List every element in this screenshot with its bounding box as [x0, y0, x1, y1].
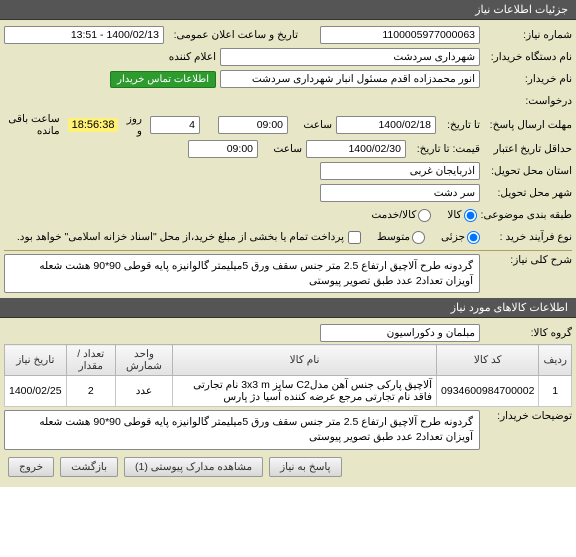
lbl-until-date-1: تا تاریخ: — [440, 119, 480, 131]
chk-treasury-input[interactable] — [348, 231, 361, 244]
row-category: طبقه بندی موضوعی: کالا کالا/خدمت — [4, 204, 572, 226]
table-header-row: ردیف کد کالا نام کالا واحد شمارش تعداد /… — [5, 345, 572, 376]
lbl-buyer-desc: توضیحات خریدار: — [484, 410, 572, 422]
inp-validity-time[interactable] — [188, 140, 258, 158]
table-row: 1 0934600984700002 آلاچیق پارکی جنس آهن … — [5, 376, 572, 407]
inp-validity-date[interactable] — [306, 140, 406, 158]
radio-medium-label: متوسط — [377, 231, 410, 243]
td-goods-code: 0934600984700002 — [437, 376, 539, 407]
inp-province[interactable] — [320, 162, 480, 180]
lbl-need-number: شماره نیاز: — [484, 29, 572, 41]
inp-buyer-org[interactable] — [220, 48, 480, 66]
row-general-desc: شرح کلی نیاز: گردونه طرح آلاچیق ارتفاع 2… — [4, 253, 572, 294]
inp-city[interactable] — [320, 184, 480, 202]
td-unit: عدد — [115, 376, 172, 407]
row-request: درخواست: — [4, 90, 572, 112]
row-process-type: نوع فرآیند خرید : جزئی متوسط پرداخت تمام… — [4, 226, 572, 248]
checkbox-treasury[interactable]: پرداخت تمام یا بخشی از مبلغ خرید،از محل … — [17, 231, 361, 244]
th-goods-code: کد کالا — [437, 345, 539, 376]
th-row-no: ردیف — [539, 345, 572, 376]
row-buyer-name: نام خریدار: اطلاعات تماس خریدار — [4, 68, 572, 90]
box-buyer-desc: گردونه طرح آلاچیق ارتفاع 2.5 متر جنس سقف… — [4, 410, 480, 449]
lbl-process-type: نوع فرآیند خرید : — [484, 231, 572, 243]
lbl-price-validity: حداقل تاریخ اعتبار — [484, 143, 572, 155]
lbl-category: طبقه بندی موضوعی: — [481, 209, 572, 221]
row-need-number: شماره نیاز: تاریخ و ساعت اعلان عمومی: — [4, 24, 572, 46]
btn-buyer-contact[interactable]: اطلاعات تماس خریدار — [110, 71, 216, 88]
inp-deadline-time[interactable] — [218, 116, 288, 134]
radio-minor-input[interactable] — [467, 231, 480, 244]
radio-goods-input[interactable] — [464, 209, 477, 222]
lbl-announcer: اعلام کننده — [156, 51, 216, 63]
form-area-1: شماره نیاز: تاریخ و ساعت اعلان عمومی: نا… — [0, 20, 576, 298]
btn-back[interactable]: بازگشت — [60, 457, 118, 477]
inp-goods-group[interactable] — [320, 324, 480, 342]
row-buyer-org: نام دستگاه خریدار: اعلام کننده — [4, 46, 572, 68]
chk-treasury-label: پرداخت تمام یا بخشی از مبلغ خرید،از محل … — [17, 231, 344, 243]
lbl-goods-group: گروه کالا: — [484, 327, 572, 339]
btn-respond[interactable]: پاسخ به نیاز — [269, 457, 341, 477]
lbl-province: استان محل تحویل: — [484, 165, 572, 177]
lbl-until-date-2: قیمت: تا تاریخ: — [410, 143, 480, 155]
radio-minor-label: جزئی — [441, 231, 465, 243]
lbl-publish-datetime: تاریخ و ساعت اعلان عمومی: — [168, 29, 298, 41]
th-qty: تعداد / مقدار — [66, 345, 115, 376]
lbl-city: شهر محل تحویل: — [484, 187, 572, 199]
th-need-date: تاریخ نیاز — [5, 345, 67, 376]
row-deadline: مهلت ارسال پاسخ: تا تاریخ: ساعت روز و 18… — [4, 112, 572, 138]
radio-goods-service-input[interactable] — [418, 209, 431, 222]
box-general-desc: گردونه طرح آلاچیق ارتفاع 2.5 متر جنس سقف… — [4, 254, 480, 293]
lbl-general-desc: شرح کلی نیاز: — [484, 254, 572, 266]
radio-minor[interactable]: جزئی — [441, 231, 480, 244]
lbl-hour-2: ساعت — [262, 143, 302, 155]
td-goods-name: آلاچیق پارکی جنس آهن مدلC2 سایز 3x3 m نا… — [173, 376, 437, 407]
th-goods-name: نام کالا — [173, 345, 437, 376]
radio-goods-service-label: کالا/خدمت — [371, 209, 416, 221]
inp-days-remaining[interactable] — [150, 116, 200, 134]
separator-1 — [4, 250, 572, 251]
row-buyer-desc: توضیحات خریدار: گردونه طرح آلاچیق ارتفاع… — [4, 409, 572, 450]
radio-goods[interactable]: کالا — [447, 209, 476, 222]
th-unit: واحد شمارش — [115, 345, 172, 376]
goods-table: ردیف کد کالا نام کالا واحد شمارش تعداد /… — [4, 344, 572, 407]
lbl-buyer-org: نام دستگاه خریدار: — [484, 51, 572, 63]
header-need-info: جزئیات اطلاعات نیاز — [0, 0, 576, 20]
row-province: استان محل تحویل: — [4, 160, 572, 182]
radio-goods-label: کالا — [447, 209, 461, 221]
lbl-hour-1: ساعت — [292, 119, 332, 131]
btn-exit[interactable]: خروج — [8, 457, 54, 477]
button-bar: پاسخ به نیاز مشاهده مدارک پیوستی (1) باز… — [4, 451, 572, 483]
row-goods-group: گروه کالا: — [4, 322, 572, 344]
td-row-no: 1 — [539, 376, 572, 407]
inp-need-number[interactable] — [320, 26, 480, 44]
header-goods-info: اطلاعات کالاهای مورد نیاز — [0, 298, 576, 318]
td-need-date: 1400/02/25 — [5, 376, 67, 407]
inp-publish-datetime[interactable] — [4, 26, 164, 44]
radio-goods-service[interactable]: کالا/خدمت — [371, 209, 431, 222]
btn-attachments[interactable]: مشاهده مدارک پیوستی (1) — [124, 457, 263, 477]
lbl-deadline: مهلت ارسال پاسخ: — [484, 119, 572, 131]
lbl-days-and: روز و — [122, 113, 146, 137]
radio-medium-input[interactable] — [412, 231, 425, 244]
row-city: شهر محل تحویل: — [4, 182, 572, 204]
lbl-buyer-name: نام خریدار: — [484, 73, 572, 85]
inp-deadline-date[interactable] — [336, 116, 436, 134]
inp-buyer-name[interactable] — [220, 70, 480, 88]
lbl-request: درخواست: — [484, 95, 572, 107]
form-area-2: گروه کالا: ردیف کد کالا نام کالا واحد شم… — [0, 318, 576, 486]
countdown-clock: 18:56:38 — [68, 118, 119, 132]
radio-medium[interactable]: متوسط — [377, 231, 425, 244]
row-price-validity: حداقل تاریخ اعتبار قیمت: تا تاریخ: ساعت — [4, 138, 572, 160]
lbl-time-remaining: ساعت باقی مانده — [4, 113, 64, 137]
td-qty: 2 — [66, 376, 115, 407]
